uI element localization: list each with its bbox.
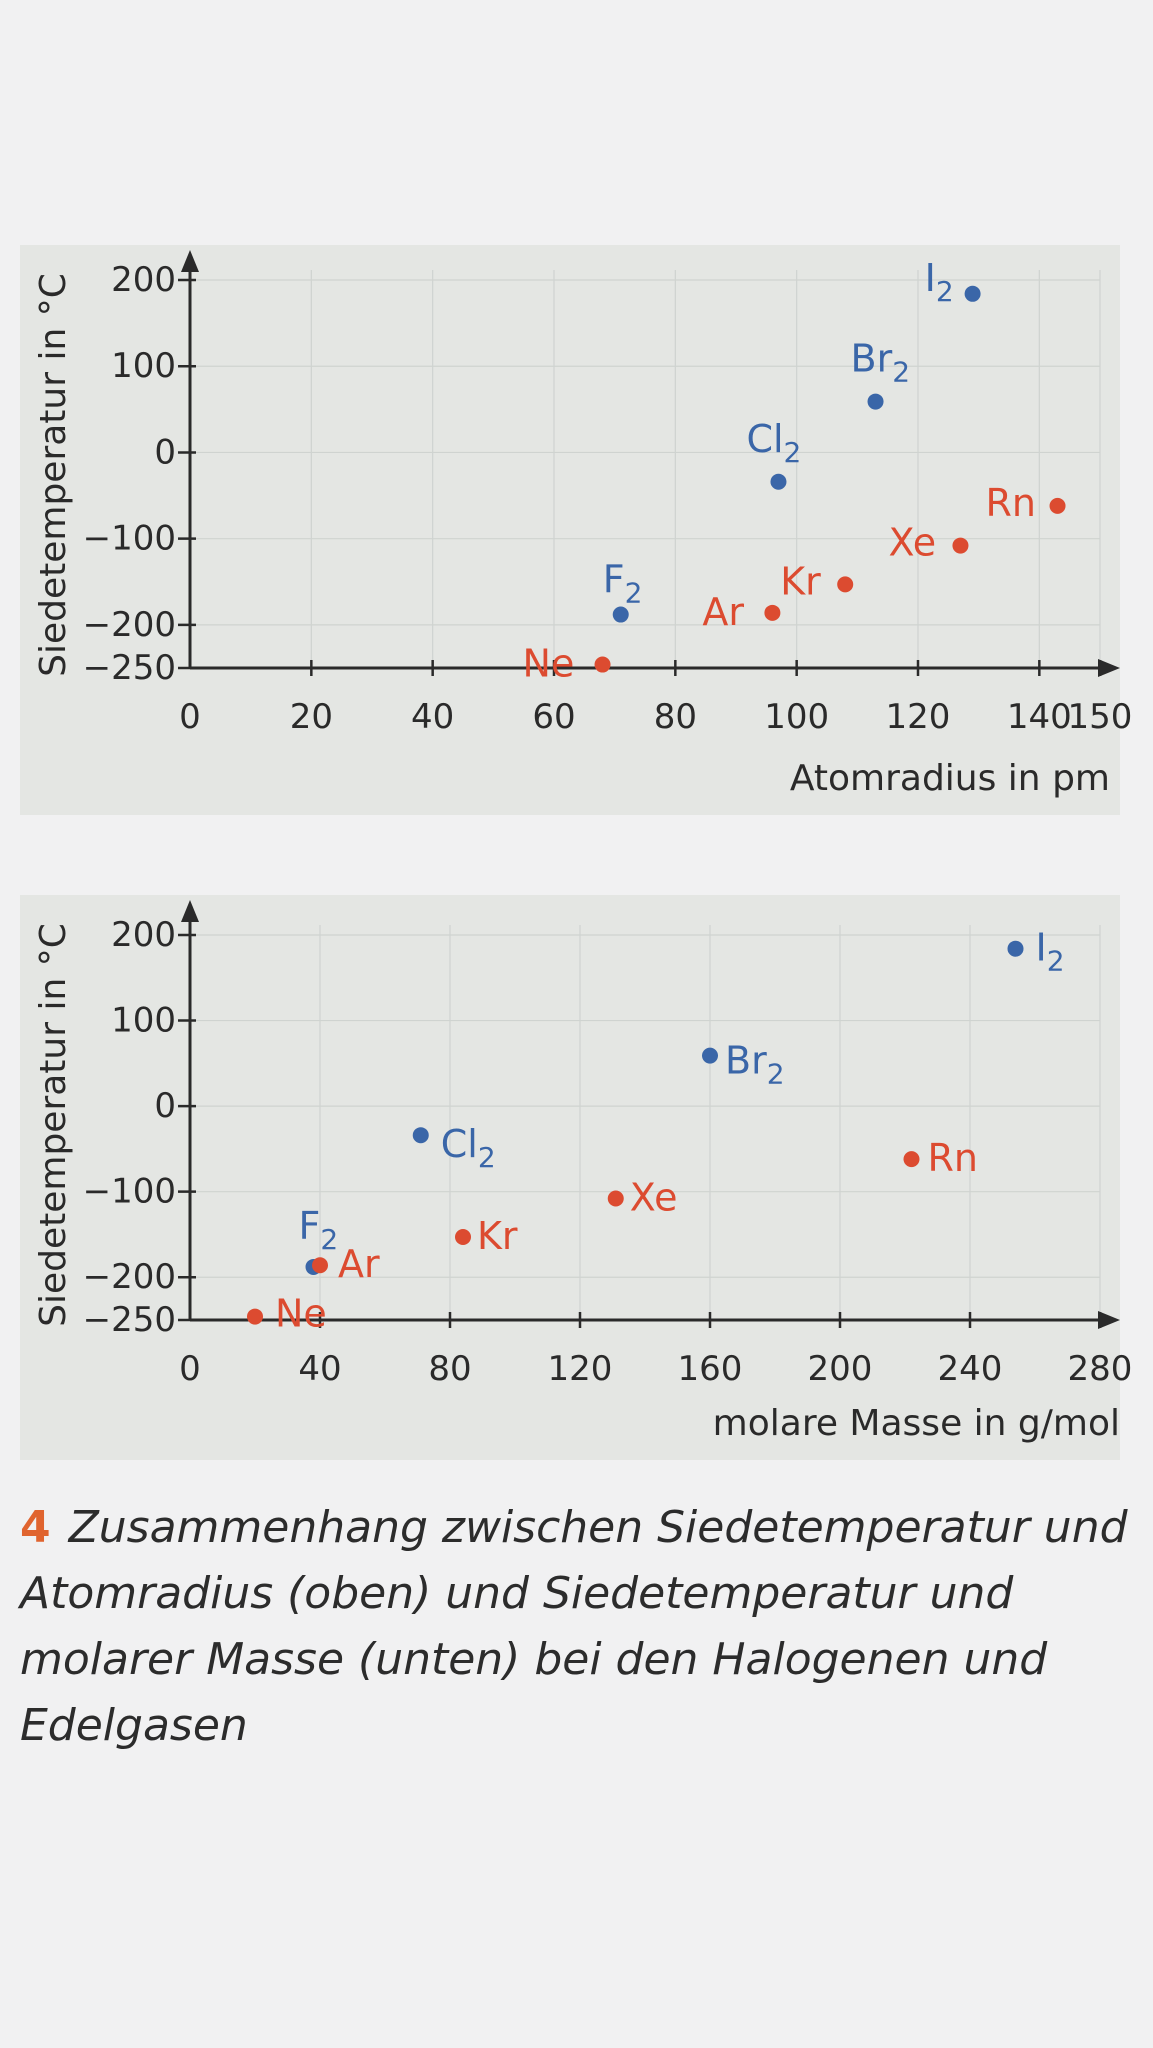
x-tick-label: 100	[764, 697, 829, 737]
point-label-subscript: 2	[478, 1141, 496, 1174]
point-label: F2	[603, 558, 643, 610]
x-axis-title: Atomradius in pm	[790, 758, 1110, 799]
x-axis-arrow-icon	[1098, 1311, 1120, 1329]
x-tick-label: 0	[179, 697, 201, 737]
point-label: Kr	[780, 559, 821, 603]
y-tick-label: 100	[111, 1001, 176, 1041]
data-point	[455, 1229, 471, 1246]
y-tick-label: 0	[154, 432, 176, 472]
y-axis-title: Siedetemperatur in °C	[33, 923, 74, 1327]
y-tick-label: 200	[111, 915, 176, 955]
y-tick-label: −100	[83, 1172, 176, 1212]
data-point	[867, 393, 884, 410]
y-tick-label: 200	[111, 260, 176, 300]
data-point	[770, 473, 787, 490]
point-label: Br2	[725, 1039, 785, 1091]
x-tick-label: 200	[808, 1349, 873, 1389]
data-point	[1049, 497, 1066, 514]
point-label: Rn	[986, 481, 1037, 525]
caption-number: 4	[20, 1502, 51, 1553]
y-tick-label: −250	[83, 648, 176, 688]
point-label: Cl2	[441, 1122, 496, 1174]
point-label-subscript: 2	[320, 1223, 338, 1256]
point-label-subscript: 2	[625, 577, 643, 610]
x-tick-label: 20	[290, 697, 333, 737]
data-point	[764, 604, 781, 621]
y-tick-label: −200	[83, 605, 176, 645]
y-axis-arrow-icon	[181, 900, 199, 922]
data-point	[607, 1190, 624, 1207]
chart-top-panel: 0 20 40 60 80 100 120 140 150 200 100 0 −100 −200 −250…	[20, 245, 1132, 815]
y-tick-label: −200	[83, 1257, 176, 1297]
x-tick-label: 160	[678, 1349, 743, 1389]
x-tick-label: 0	[179, 1349, 201, 1389]
point-label-subscript: 2	[1047, 945, 1065, 978]
y-tick-label: 0	[154, 1086, 176, 1126]
point-label: Ar	[338, 1242, 380, 1286]
point-label: Ne	[523, 642, 575, 686]
point-label-subscript: 2	[892, 356, 910, 389]
point-label: Cl2	[746, 417, 801, 469]
figure-caption: 4 Zusammenhang zwischen Siedetemperatur u…	[20, 1495, 1130, 1759]
data-point	[247, 1308, 263, 1325]
x-tick-label: 120	[548, 1349, 613, 1389]
point-label: Ne	[275, 1292, 327, 1336]
y-tick-label: −100	[83, 519, 176, 559]
x-tick-label: 40	[298, 1349, 341, 1389]
chart-molare-masse: 0 40 80 120 160 200 240 280 200 100 0 −100 −200−250 m…	[33, 900, 1132, 1444]
x-tick-label: 240	[938, 1349, 1003, 1389]
data-point	[594, 656, 611, 673]
point-label: Rn	[928, 1136, 979, 1180]
point-label-subscript: 2	[784, 436, 802, 469]
y-tick-label: −250	[83, 1300, 176, 1340]
y-axis-title: Siedetemperatur in °C	[33, 273, 74, 677]
caption-text: Zusammenhang zwischen Siedetemperatur un…	[20, 1502, 1128, 1751]
x-tick-label: 80	[654, 697, 697, 737]
point-label: Xe	[630, 1176, 678, 1220]
x-tick-label: 120	[886, 697, 951, 737]
data-point	[702, 1047, 718, 1064]
point-label-subscript: 2	[936, 275, 954, 308]
x-tick-label: 150	[1068, 697, 1133, 737]
point-label: Br2	[851, 337, 911, 389]
point-label: Kr	[477, 1214, 518, 1258]
x-tick-label: 80	[428, 1349, 471, 1389]
point-label: F2	[299, 1204, 339, 1256]
x-tick-label: 60	[532, 697, 575, 737]
data-point	[612, 606, 629, 623]
data-point	[1007, 940, 1024, 957]
data-point	[312, 1257, 328, 1274]
point-label: I2	[925, 256, 954, 308]
x-tick-label: 280	[1068, 1349, 1133, 1389]
data-point	[964, 285, 981, 302]
chart-bottom-panel: 0 40 80 120 160 200 240 280 200 100 0 −100 −200 −250 m…	[20, 895, 1132, 1460]
data-point	[412, 1127, 429, 1144]
data-point	[952, 537, 969, 554]
point-label: Ar	[702, 590, 744, 634]
point-label: Xe	[888, 521, 936, 565]
y-axis-arrow-icon	[181, 250, 199, 272]
x-tick-label: 140	[1007, 697, 1072, 737]
point-label: I2	[1036, 926, 1065, 978]
x-axis-arrow-icon	[1098, 659, 1120, 677]
x-tick-label: 40	[411, 697, 454, 737]
point-label-subscript: 2	[767, 1058, 785, 1091]
data-point	[837, 576, 854, 593]
x-axis-title: molare Masse in g/mol	[713, 1403, 1120, 1444]
data-point	[903, 1151, 920, 1168]
y-tick-label: 100	[111, 346, 176, 386]
